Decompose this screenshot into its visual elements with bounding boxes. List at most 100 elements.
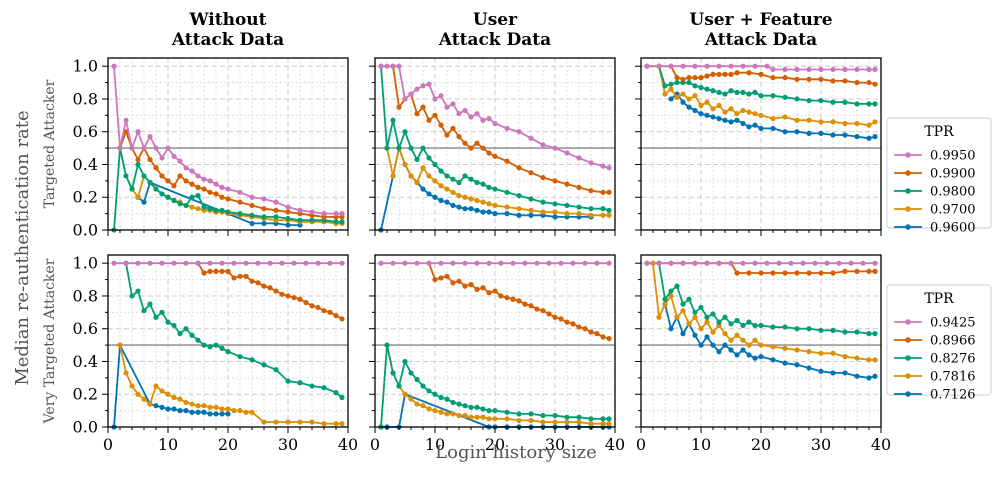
data-point bbox=[498, 293, 504, 299]
data-point bbox=[504, 416, 510, 422]
data-point bbox=[420, 145, 426, 151]
data-point bbox=[516, 212, 522, 218]
series bbox=[644, 260, 878, 266]
data-point bbox=[746, 109, 752, 115]
legend-swatch-marker bbox=[905, 224, 911, 230]
data-point bbox=[171, 406, 177, 412]
data-point bbox=[854, 120, 860, 127]
data-point bbox=[492, 153, 498, 159]
data-point bbox=[576, 414, 582, 420]
data-point bbox=[794, 326, 800, 332]
data-point bbox=[456, 278, 462, 284]
data-point bbox=[165, 145, 171, 151]
column-title: User + Feature Attack Data bbox=[689, 10, 832, 50]
data-point bbox=[273, 419, 279, 425]
data-point bbox=[249, 278, 255, 284]
data-point bbox=[123, 260, 129, 266]
data-point bbox=[438, 122, 444, 128]
data-point bbox=[770, 116, 776, 122]
data-point bbox=[680, 331, 686, 337]
data-point bbox=[534, 260, 540, 266]
data-point bbox=[842, 132, 848, 138]
data-point bbox=[668, 86, 674, 92]
data-point bbox=[830, 66, 836, 73]
series bbox=[378, 342, 612, 430]
data-point bbox=[710, 106, 716, 112]
data-point bbox=[414, 86, 420, 92]
data-point bbox=[390, 63, 396, 69]
x-tick-label: 0 bbox=[636, 435, 646, 454]
data-point bbox=[540, 308, 546, 314]
data-point bbox=[510, 260, 516, 266]
data-point bbox=[582, 260, 588, 266]
data-point bbox=[782, 324, 788, 330]
data-point bbox=[420, 83, 426, 89]
data-point bbox=[558, 316, 564, 322]
data-point bbox=[474, 197, 480, 204]
data-point bbox=[225, 196, 231, 202]
data-point bbox=[177, 396, 183, 402]
data-point bbox=[680, 63, 686, 69]
data-point bbox=[129, 186, 135, 192]
data-point bbox=[261, 419, 267, 425]
data-point bbox=[698, 75, 704, 81]
data-point bbox=[147, 179, 153, 186]
data-point bbox=[462, 194, 468, 200]
data-point bbox=[752, 355, 758, 361]
data-point bbox=[153, 165, 159, 171]
data-point bbox=[692, 309, 698, 315]
data-point bbox=[309, 217, 315, 223]
data-point bbox=[866, 268, 872, 274]
data-point bbox=[698, 304, 704, 311]
panel: 0.0 0.2 0.4 0.6 0.8 1.0 Targeted Attacker bbox=[42, 57, 349, 240]
data-point bbox=[129, 145, 135, 151]
data-point bbox=[492, 211, 498, 217]
data-point bbox=[480, 285, 486, 291]
data-point bbox=[516, 411, 522, 417]
data-point bbox=[165, 319, 171, 325]
data-point bbox=[468, 114, 474, 120]
data-point bbox=[273, 288, 279, 294]
legend-label: 0.9950 bbox=[930, 149, 976, 164]
data-point bbox=[872, 66, 878, 73]
legend-entry: 0.9600 bbox=[894, 221, 976, 236]
data-point bbox=[588, 416, 594, 422]
data-point bbox=[758, 71, 764, 77]
series bbox=[111, 342, 231, 430]
data-point bbox=[462, 403, 468, 409]
series bbox=[117, 342, 345, 427]
data-point bbox=[297, 217, 303, 223]
x-tick-label: 30 bbox=[278, 435, 298, 454]
legend-swatch-marker bbox=[905, 188, 911, 194]
data-point bbox=[219, 268, 225, 274]
data-point bbox=[339, 316, 345, 322]
data-point bbox=[728, 88, 734, 94]
series-line bbox=[113, 344, 228, 428]
data-point bbox=[273, 207, 279, 213]
data-point bbox=[866, 66, 872, 73]
data-point bbox=[588, 329, 594, 335]
data-point bbox=[866, 357, 872, 363]
data-point bbox=[552, 178, 558, 184]
data-point bbox=[600, 416, 606, 422]
data-point bbox=[504, 211, 510, 217]
data-point bbox=[384, 145, 390, 151]
data-point bbox=[297, 380, 303, 386]
data-point bbox=[474, 111, 480, 117]
data-point bbox=[462, 173, 468, 179]
data-point bbox=[285, 293, 291, 299]
data-point bbox=[600, 334, 606, 340]
data-point bbox=[207, 189, 213, 195]
data-point bbox=[297, 419, 303, 425]
data-point bbox=[291, 260, 297, 266]
legend-swatch-marker bbox=[905, 355, 911, 361]
data-point bbox=[462, 206, 468, 212]
data-point bbox=[267, 260, 273, 266]
data-point bbox=[692, 314, 698, 320]
x-tick-label: 20 bbox=[485, 435, 505, 454]
data-point bbox=[327, 260, 333, 266]
data-point bbox=[704, 112, 710, 118]
data-point bbox=[564, 181, 570, 187]
data-point bbox=[261, 220, 267, 227]
data-point bbox=[842, 370, 848, 376]
